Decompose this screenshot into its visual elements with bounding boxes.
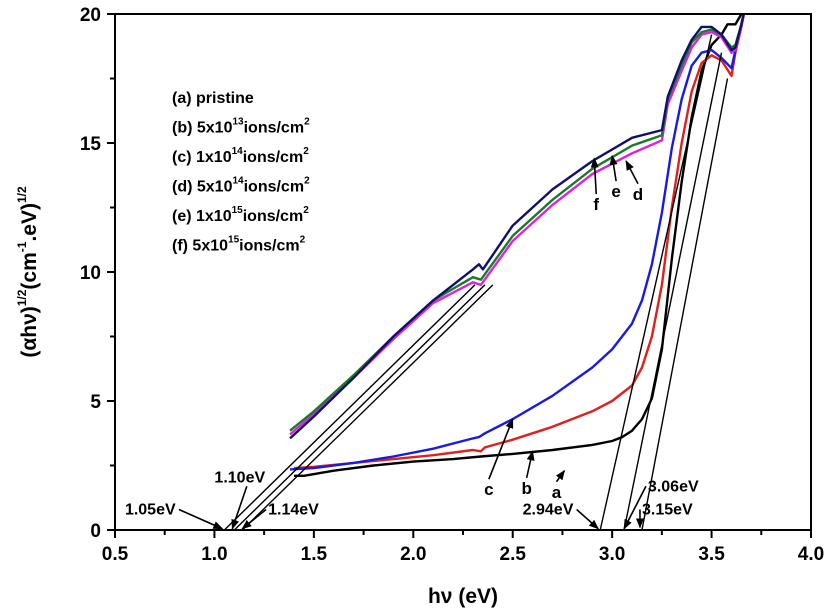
annotation-arrow	[231, 486, 248, 530]
series-layer	[289, 14, 746, 477]
tangent-line-3	[599, 34, 713, 530]
tangent-line-5	[641, 78, 729, 530]
x-tick-label: 4.0	[798, 544, 824, 565]
annotation-3-15eV: 3.15eV	[642, 502, 693, 519]
annotation-e: e	[611, 182, 620, 201]
tangent-line-2	[241, 284, 494, 530]
x-axis-label: hν (eV)	[428, 585, 498, 608]
y-tick-label: 0	[90, 521, 101, 542]
x-tick-label: 2.5	[500, 544, 527, 565]
y-tick-label: 15	[80, 134, 102, 155]
legend-entry: (f) 5x1015ions/cm2	[172, 235, 306, 255]
annotation-1-10eV: 1.10eV	[214, 469, 265, 486]
annotation-1-14eV: 1.14eV	[268, 502, 319, 519]
annotation-arrow	[623, 485, 647, 530]
x-tick-label: 1.0	[201, 544, 227, 565]
annotation-1-05eV: 1.05eV	[125, 502, 176, 519]
legend-entry: (b) 5x1013ions/cm2	[172, 117, 310, 137]
legend-entry: (c) 1x1014ions/cm2	[172, 146, 309, 166]
tangent-line-1	[233, 284, 486, 530]
axes: 0.5 1.0 1.5 2.0 2.5 3.0 3.5 4.0 0 5 10 15 20	[80, 5, 824, 565]
annotation-3-06eV: 3.06eV	[648, 478, 699, 495]
annotation-arrow	[555, 469, 566, 483]
legend-entry: (e) 1x1015ions/cm2	[172, 205, 309, 225]
y-label-sup3: 1/2	[15, 186, 29, 203]
annotation-a: a	[552, 483, 562, 502]
annotation-arrow	[241, 508, 267, 530]
annotation-arrow	[576, 508, 599, 530]
tangent-lines	[223, 34, 729, 530]
annotation-arrow	[590, 157, 599, 195]
y-label-unit2: .eV)	[18, 203, 41, 242]
annotation-b: b	[521, 479, 531, 498]
tangent-line-0	[223, 284, 476, 530]
x-tick-label: 3.0	[599, 544, 625, 565]
x-tick-label: 2.0	[400, 544, 426, 565]
annotation-d: d	[633, 185, 643, 204]
annotation-arrow	[488, 418, 514, 480]
x-tick-label: 1.5	[301, 544, 328, 565]
y-axis-label: (αhν)1/2(cm-1.eV)1/2	[15, 186, 41, 358]
y-label-main: (αhν)	[18, 306, 41, 357]
y-tick-label: 20	[80, 5, 101, 26]
x-tick-label: 3.5	[698, 544, 725, 565]
annotation-f: f	[593, 195, 599, 214]
annotation-c: c	[484, 480, 493, 499]
y-label-sup2: -1	[15, 241, 29, 252]
y-tick-label: 10	[80, 263, 101, 284]
series-f-line	[289, 14, 745, 440]
annotation-arrow	[525, 450, 535, 479]
series-c-line	[289, 14, 745, 471]
y-label-unit: (cm	[18, 252, 41, 289]
legend-entry: (d) 5x1014ions/cm2	[172, 176, 310, 196]
annotation-arrow	[609, 154, 618, 182]
legend-entry: (a) pristine	[172, 90, 254, 107]
svg-text:(αhν)1/2(cm-1.eV)1/2: (αhν)1/2(cm-1.eV)1/2	[15, 186, 41, 358]
legend: (a) pristine (b) 5x1013ions/cm2 (c) 1x1014…	[172, 90, 310, 255]
series-d-line	[289, 14, 746, 436]
annotation-2-94eV: 2.94eV	[523, 502, 574, 519]
annotation-arrow	[625, 160, 639, 185]
y-label-sup1: 1/2	[15, 289, 29, 306]
tangent-line-4	[623, 52, 723, 530]
x-tick-label: 0.5	[102, 544, 129, 565]
annotation-arrow	[178, 508, 224, 530]
y-tick-label: 5	[90, 392, 101, 413]
